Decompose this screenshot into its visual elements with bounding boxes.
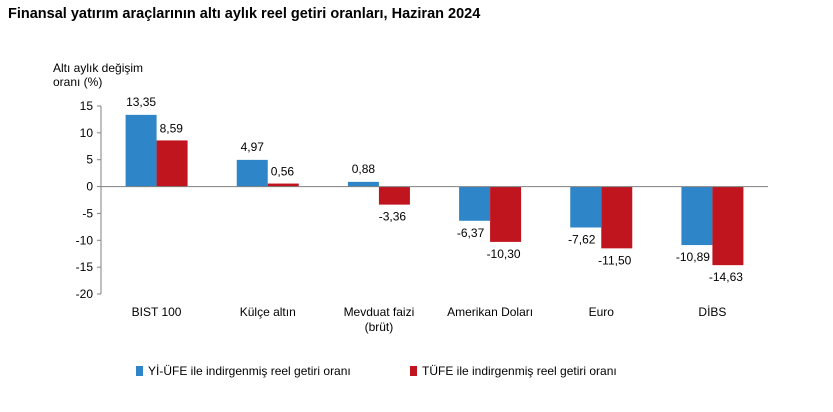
data-labels-group: 13,35 8,59 4,97 0,56 0,88 -3,36 -6,37-10,30 -7,… [126, 95, 743, 284]
legend-label-series-2: TÜFE ile indirgenmiş reel getiri oranı [422, 364, 617, 378]
bars-group [125, 114, 744, 266]
data-label-series-1: -10,89 [676, 250, 710, 264]
y-axis-title-line: Altı aylık değişim [53, 61, 143, 75]
data-label-series-2: 8,59 [160, 121, 184, 135]
data-label-series-2: -14,63 [709, 270, 743, 284]
bar-series-1 [236, 159, 268, 187]
bar-series-1 [570, 186, 602, 228]
y-axis-title-line: oranı (%) [53, 75, 102, 89]
x-category-label: (brüt) [365, 320, 394, 334]
data-label-series-2: 0,56 [271, 165, 295, 179]
data-label-series-2: -3,36 [379, 210, 407, 224]
bar-series-1 [347, 181, 379, 187]
legend-swatch-series-2 [410, 366, 417, 376]
x-category-label: Euro [589, 305, 615, 319]
bar-series-1 [125, 114, 157, 187]
x-category-label: Amerikan Doları [447, 305, 533, 319]
chart-title: Finansal yatırım araçlarının altı aylık … [8, 6, 481, 22]
bar-series-2 [267, 183, 299, 187]
y-tick-label: -15 [76, 260, 94, 274]
y-tick-label: 15 [80, 99, 94, 113]
data-label-series-2: -11,50 [598, 253, 631, 267]
data-label-series-1: 0,88 [352, 162, 376, 176]
bar-series-2 [601, 186, 633, 249]
data-label-series-1: -7,62 [568, 233, 596, 247]
y-tick-label: 0 [86, 180, 93, 194]
y-tick-label: -5 [82, 206, 93, 220]
data-label-series-1: 13,35 [126, 95, 156, 109]
legend-swatch-series-1 [136, 366, 143, 376]
bar-series-2 [490, 186, 522, 242]
bar-series-2 [156, 140, 188, 187]
y-tick-label: -20 [76, 287, 94, 301]
x-category-label: Mevduat faizi [344, 305, 415, 319]
bar-series-2 [378, 186, 410, 205]
x-axis-labels: BIST 100 Külçe altın Mevduat faizi(brüt) Am… [132, 305, 727, 334]
bar-series-2 [712, 186, 744, 266]
y-tick-label: 10 [80, 126, 94, 140]
x-category-label: BIST 100 [132, 305, 182, 319]
x-category-label: DİBS [698, 305, 726, 319]
legend-label-series-1: Yİ-ÜFE ile indirgenmiş reel getiri oranı [148, 364, 351, 378]
y-axis: 15 10 5 0 -5 -10 -15 -20 [76, 99, 102, 301]
x-category-label: Külçe altın [240, 305, 296, 319]
bar-series-1 [681, 186, 713, 246]
data-label-series-2: -10,30 [487, 247, 521, 261]
legend-item-series-1: Yİ-ÜFE ile indirgenmiş reel getiri oranı [136, 364, 351, 378]
data-label-series-1: 4,97 [241, 140, 265, 154]
legend-item-series-2: TÜFE ile indirgenmiş reel getiri oranı [410, 364, 617, 378]
data-label-series-1: -6,37 [457, 226, 485, 240]
y-tick-label: -10 [76, 233, 94, 247]
bar-series-1 [459, 186, 491, 221]
y-tick-label: 5 [86, 153, 93, 167]
